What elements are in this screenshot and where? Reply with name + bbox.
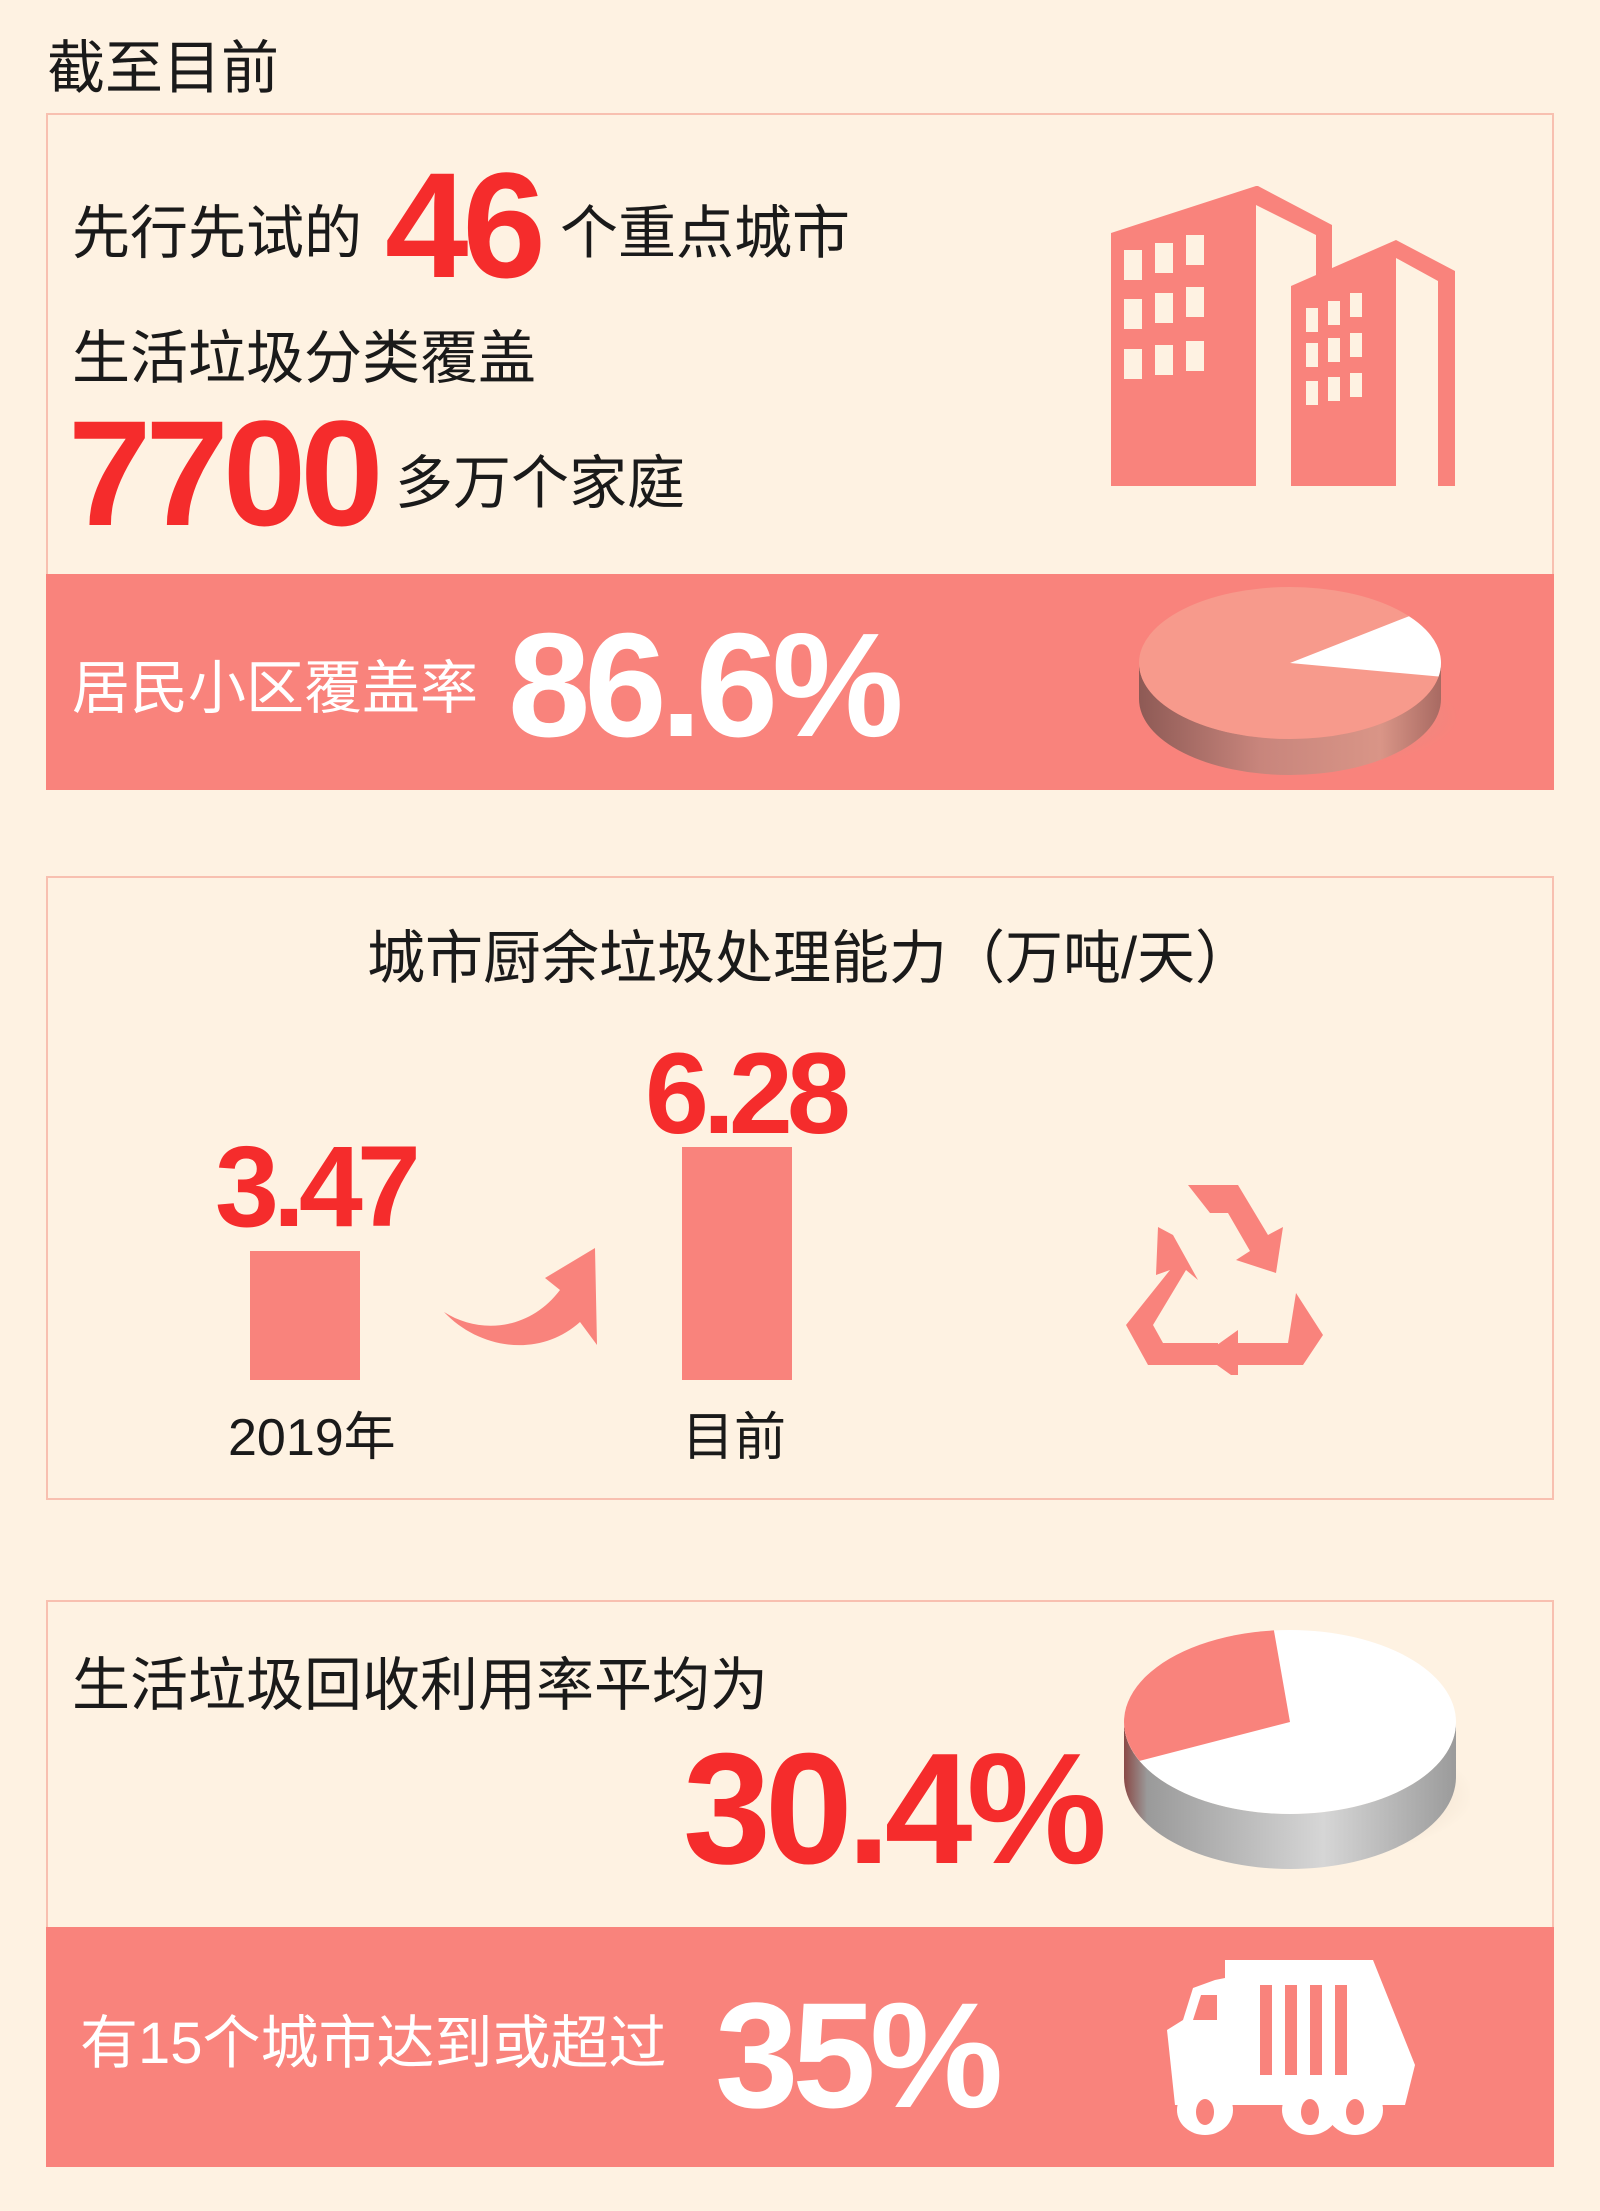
recycling-rate-label: 生活垃圾回收利用率平均为 xyxy=(72,1653,769,1718)
bar-value-current: 6.28 xyxy=(645,1030,851,1158)
kitchen-waste-title: 城市厨余垃圾处理能力（万吨/天） xyxy=(366,926,1254,991)
recycling-rate-value: 30.4% xyxy=(683,1721,1107,1897)
bar-label-2019: 2019年 xyxy=(228,1409,396,1467)
coverage-rate-label: 居民小区覆盖率 xyxy=(72,656,479,721)
coverage-rate-value: 86.6% xyxy=(508,603,904,768)
section-kitchen-waste xyxy=(46,876,1554,1500)
households-suffix: 多万个家庭 xyxy=(395,451,686,516)
coverage-line: 生活垃圾分类覆盖 xyxy=(72,326,537,391)
pie-slice-highlight xyxy=(1124,1630,1290,1761)
page-title: 截至目前 xyxy=(47,36,280,101)
buildings-icon xyxy=(1111,186,1455,486)
cities-band-value: 35% xyxy=(715,1971,1003,2139)
households-count: 7700 xyxy=(68,389,384,557)
pilot-cities-suffix: 个重点城市 xyxy=(560,201,851,266)
bar-2019 xyxy=(250,1251,360,1380)
recycle-icon xyxy=(1126,1185,1323,1375)
recycling-pie-chart xyxy=(1124,1630,1470,1869)
pie-side xyxy=(1124,1722,1456,1869)
bar-label-current: 目前 xyxy=(682,1409,787,1467)
coverage-pie-chart xyxy=(1139,587,1459,775)
bar-current xyxy=(682,1147,792,1380)
growth-arrow-icon xyxy=(444,1248,597,1346)
bar-value-2019: 3.47 xyxy=(215,1123,421,1251)
pie-side xyxy=(1139,663,1441,775)
cities-band-label: 有15个城市达到或超过 xyxy=(80,2011,667,2076)
pie-slice-highlight xyxy=(1290,616,1441,677)
garbage-truck-icon xyxy=(1167,1960,1415,2135)
pilot-cities-prefix: 先行先试的 xyxy=(72,201,363,266)
pilot-cities-count: 46 xyxy=(385,141,546,309)
